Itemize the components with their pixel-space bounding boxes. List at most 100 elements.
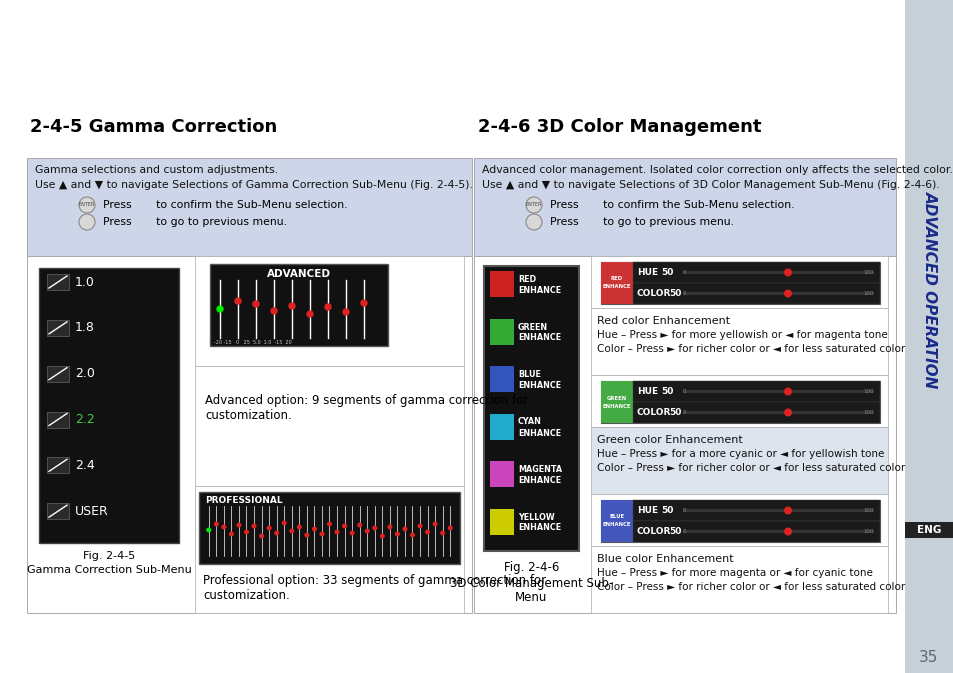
Circle shape [328, 522, 331, 526]
Circle shape [365, 529, 369, 533]
Text: GREEN: GREEN [517, 322, 548, 332]
Circle shape [297, 525, 301, 529]
Bar [490, 271, 514, 297]
Text: 0: 0 [682, 270, 686, 275]
Circle shape [411, 533, 414, 537]
Text: Use ▲ and ▼ to navigate Selections of Gamma Correction Sub-Menu (Fig. 2-4-5).: Use ▲ and ▼ to navigate Selections of Ga… [35, 180, 473, 190]
Bar [47, 274, 69, 290]
Circle shape [307, 311, 313, 317]
Text: Fig. 2-4-5: Fig. 2-4-5 [83, 551, 135, 561]
Text: -20 -15   0   25  5.0  1.0  -15  20: -20 -15 0 25 5.0 1.0 -15 20 [213, 340, 292, 345]
Circle shape [525, 214, 541, 230]
Text: 0: 0 [682, 410, 686, 415]
Text: PROFESSIONAL: PROFESSIONAL [205, 496, 282, 505]
Text: COLOR: COLOR [637, 527, 671, 536]
Circle shape [305, 533, 309, 537]
Text: Fig. 2-4-6: Fig. 2-4-6 [503, 561, 558, 574]
Text: ENHANCE: ENHANCE [602, 404, 631, 409]
Text: HUE: HUE [637, 387, 658, 396]
Circle shape [388, 525, 392, 529]
Circle shape [79, 214, 95, 230]
Text: HUE: HUE [637, 506, 658, 515]
Text: 35: 35 [919, 651, 938, 666]
Text: ADVANCED: ADVANCED [267, 269, 331, 279]
Text: 100: 100 [862, 508, 873, 513]
Bar [682, 411, 873, 414]
Bar [474, 256, 895, 613]
Text: 1.8: 1.8 [75, 321, 94, 334]
Circle shape [783, 269, 791, 277]
Text: 50: 50 [668, 408, 680, 417]
Bar [39, 268, 179, 543]
Text: 100: 100 [862, 529, 873, 534]
Text: CYAN: CYAN [517, 417, 541, 427]
Text: 2-4-5 Gamma Correction: 2-4-5 Gamma Correction [30, 118, 277, 136]
Circle shape [222, 525, 226, 529]
Text: 2.0: 2.0 [75, 367, 94, 380]
Text: Professional option: 33 segments of gamma correction for
customization.: Professional option: 33 segments of gamm… [203, 574, 545, 602]
Bar [904, 522, 953, 538]
Bar [590, 308, 887, 375]
Text: ENG: ENG [916, 525, 941, 535]
Bar [210, 264, 388, 346]
Text: ADVANCED OPERATION: ADVANCED OPERATION [922, 191, 937, 389]
Text: 2.2: 2.2 [75, 413, 94, 426]
Text: BLUE: BLUE [609, 514, 624, 520]
Circle shape [267, 526, 271, 530]
Text: Advanced color management. Isolated color correction only affects the selected c: Advanced color management. Isolated colo… [481, 165, 952, 175]
Circle shape [373, 526, 376, 530]
Bar [47, 365, 69, 382]
Circle shape [403, 527, 406, 531]
Text: ENHANCE: ENHANCE [517, 381, 560, 390]
Bar [199, 492, 459, 564]
Text: Menu: Menu [515, 591, 547, 604]
Bar [633, 500, 879, 521]
Text: Green color Enhancement: Green color Enhancement [597, 435, 742, 445]
Text: BLUE: BLUE [517, 370, 540, 379]
Bar [47, 411, 69, 427]
Circle shape [216, 306, 223, 312]
Circle shape [783, 528, 791, 536]
Text: RED: RED [517, 275, 536, 284]
Circle shape [783, 388, 791, 396]
Text: MAGENTA: MAGENTA [517, 465, 561, 474]
Circle shape [380, 534, 384, 538]
Text: USER: USER [75, 505, 109, 518]
Text: ENHANCE: ENHANCE [602, 522, 631, 528]
Text: 0: 0 [682, 389, 686, 394]
Bar [490, 366, 514, 392]
Text: HUE: HUE [637, 268, 658, 277]
Text: 50: 50 [660, 387, 673, 396]
Circle shape [417, 524, 421, 528]
Text: YELLOW: YELLOW [517, 513, 554, 522]
Bar [194, 256, 463, 366]
Bar [490, 318, 514, 345]
Bar [474, 158, 895, 256]
Circle shape [343, 309, 349, 315]
Text: Color – Press ► for richer color or ◄ for less saturated color: Color – Press ► for richer color or ◄ fo… [597, 344, 904, 354]
Text: Gamma selections and custom adjustments.: Gamma selections and custom adjustments. [35, 165, 277, 175]
Bar [27, 256, 472, 613]
Circle shape [783, 289, 791, 297]
Bar [633, 381, 879, 402]
Text: 1.0: 1.0 [75, 275, 94, 289]
Circle shape [783, 409, 791, 417]
Text: ENHANCE: ENHANCE [517, 334, 560, 343]
Text: ENHANCE: ENHANCE [517, 524, 560, 532]
Bar [490, 413, 514, 439]
Bar [633, 283, 879, 304]
Text: ENHANCE: ENHANCE [517, 286, 560, 295]
Bar [590, 375, 887, 427]
Circle shape [290, 529, 294, 533]
Bar [590, 494, 887, 546]
Text: 50: 50 [660, 506, 673, 515]
Text: COLOR: COLOR [637, 289, 671, 298]
Circle shape [325, 304, 331, 310]
Bar [590, 256, 887, 308]
Bar [682, 271, 873, 274]
Bar [194, 486, 463, 613]
Circle shape [320, 532, 323, 536]
Bar [682, 292, 873, 295]
Text: GREEN: GREEN [606, 396, 626, 400]
Text: 50: 50 [660, 268, 673, 277]
